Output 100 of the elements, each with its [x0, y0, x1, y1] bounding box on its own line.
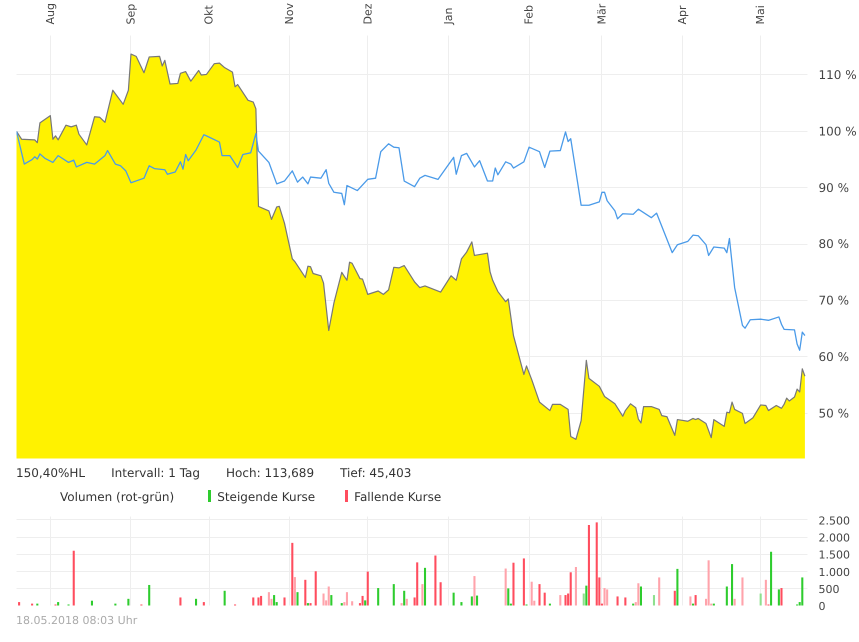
bar: [637, 583, 640, 606]
bar: [585, 586, 588, 606]
bar: [616, 596, 619, 606]
bar: [676, 568, 678, 606]
bar: [770, 552, 772, 606]
bar: [362, 596, 364, 606]
bar: [741, 577, 744, 606]
x-tick-label: Sep: [124, 4, 138, 24]
x-tick-label: Dez: [361, 3, 374, 24]
y-tick-label: 1.500: [818, 548, 850, 562]
bar: [726, 586, 728, 606]
bar: [18, 602, 20, 606]
legend-label: Fallende Kurse: [354, 490, 442, 504]
x-tick-label: Aug: [44, 3, 57, 24]
y-tick-label: 50 %: [818, 406, 849, 420]
bar: [273, 595, 276, 606]
x-tick-label: Mär: [595, 3, 608, 24]
bar: [512, 562, 515, 606]
bar: [522, 558, 525, 606]
bar: [364, 600, 366, 606]
bar: [291, 542, 294, 606]
bar: [440, 582, 442, 606]
text: Hoch: 113,689: [226, 465, 314, 482]
bar: [294, 577, 296, 606]
x-tick-label: Feb: [522, 5, 536, 24]
y-tick-label: 500: [818, 582, 840, 596]
bar: [689, 596, 692, 606]
bar: [504, 568, 507, 606]
bar: [476, 596, 478, 606]
bar: [424, 568, 426, 606]
x-tick-label: Apr: [676, 4, 690, 24]
bar: [148, 584, 150, 606]
bar: [202, 602, 205, 606]
bar: [392, 584, 395, 606]
bar: [328, 586, 330, 606]
bar: [652, 595, 656, 606]
line-series: [16, 130, 806, 351]
y-tick-label: 60 %: [818, 350, 849, 364]
bar: [421, 584, 424, 606]
bar: [283, 597, 286, 606]
bar: [304, 580, 306, 606]
bar: [538, 584, 541, 606]
bar: [544, 592, 546, 606]
bar: [460, 602, 462, 606]
bar: [314, 571, 317, 606]
bar: [640, 586, 642, 606]
bar: [606, 589, 608, 606]
bar: [507, 588, 510, 606]
bar: [330, 595, 332, 606]
bar: [624, 597, 626, 606]
text: Intervall: 1 Tag: [111, 465, 200, 482]
bar: [268, 592, 270, 606]
bar: [708, 560, 710, 606]
bar: [72, 550, 75, 606]
text: 150,40%HL: [16, 465, 86, 482]
y-tick-label: 110 %: [818, 68, 857, 82]
bar: [780, 588, 783, 606]
bar: [260, 596, 262, 606]
bar: [296, 592, 299, 606]
bar: [224, 590, 226, 606]
bar: [470, 596, 473, 606]
bar: [57, 602, 60, 606]
y-tick-label: 1.000: [818, 566, 850, 579]
bar: [559, 595, 562, 606]
bar: [90, 600, 93, 606]
bar: [179, 597, 182, 606]
bar: [734, 598, 736, 606]
y-tick-label: 70 %: [818, 294, 849, 308]
bar: [582, 594, 585, 606]
text: Tief: 45,403: [340, 465, 412, 482]
y-tick-label: 2.000: [818, 532, 850, 545]
bar: [564, 595, 567, 606]
bar: [406, 598, 408, 606]
bar: [596, 522, 598, 606]
bar: [403, 590, 406, 606]
chart-title: Volumen (rot-grün): [60, 490, 174, 504]
bar: [127, 598, 130, 606]
bar: [694, 595, 697, 606]
text: 18.05.2018 08:03 Uhr: [16, 614, 138, 628]
bar: [346, 592, 348, 606]
bar: [452, 592, 455, 606]
x-tick-label: Nov: [283, 2, 296, 24]
y-tick-label: 0: [818, 600, 826, 613]
bar: [658, 577, 660, 606]
bar: [674, 590, 676, 606]
y-tick-label: 90 %: [818, 180, 849, 195]
bar: [764, 580, 767, 606]
bar: [574, 566, 577, 606]
legend-label: Steigende Kurse: [217, 490, 316, 504]
x-tick-label: Okt: [202, 4, 216, 24]
x-tick-label: Jan: [442, 8, 455, 26]
bar: [194, 598, 198, 606]
x-tick-label: Mai: [754, 5, 768, 24]
bar: [252, 597, 254, 606]
bar: [257, 597, 260, 606]
bar: [322, 594, 325, 606]
y-tick-label: 2.500: [818, 514, 850, 528]
bar: [588, 525, 590, 606]
bar: [416, 562, 418, 606]
bar: [801, 577, 804, 606]
